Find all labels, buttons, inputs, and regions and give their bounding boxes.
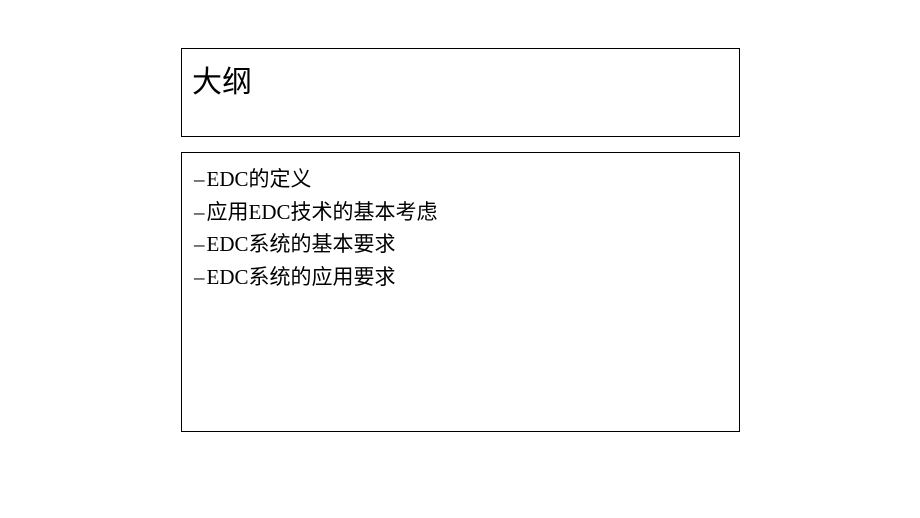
list-item: – EDC的定义 — [194, 163, 727, 196]
list-item: – 应用EDC技术的基本考虑 — [194, 196, 727, 229]
title-text: 大纲 — [192, 57, 729, 101]
content-box: – EDC的定义 – 应用EDC技术的基本考虑 – EDC系统的基本要求 – E… — [181, 152, 740, 432]
list-item-text: EDC系统的应用要求 — [207, 261, 396, 294]
list-item: – EDC系统的基本要求 — [194, 228, 727, 261]
title-box: 大纲 — [181, 48, 740, 137]
list-item: – EDC系统的应用要求 — [194, 261, 727, 294]
bullet-icon: – — [194, 261, 205, 294]
list-item-text: EDC系统的基本要求 — [207, 228, 396, 261]
list-item-text: EDC的定义 — [207, 163, 312, 196]
bullet-icon: – — [194, 163, 205, 196]
bullet-icon: – — [194, 228, 205, 261]
list-item-text: 应用EDC技术的基本考虑 — [207, 196, 438, 229]
bullet-icon: – — [194, 196, 205, 229]
